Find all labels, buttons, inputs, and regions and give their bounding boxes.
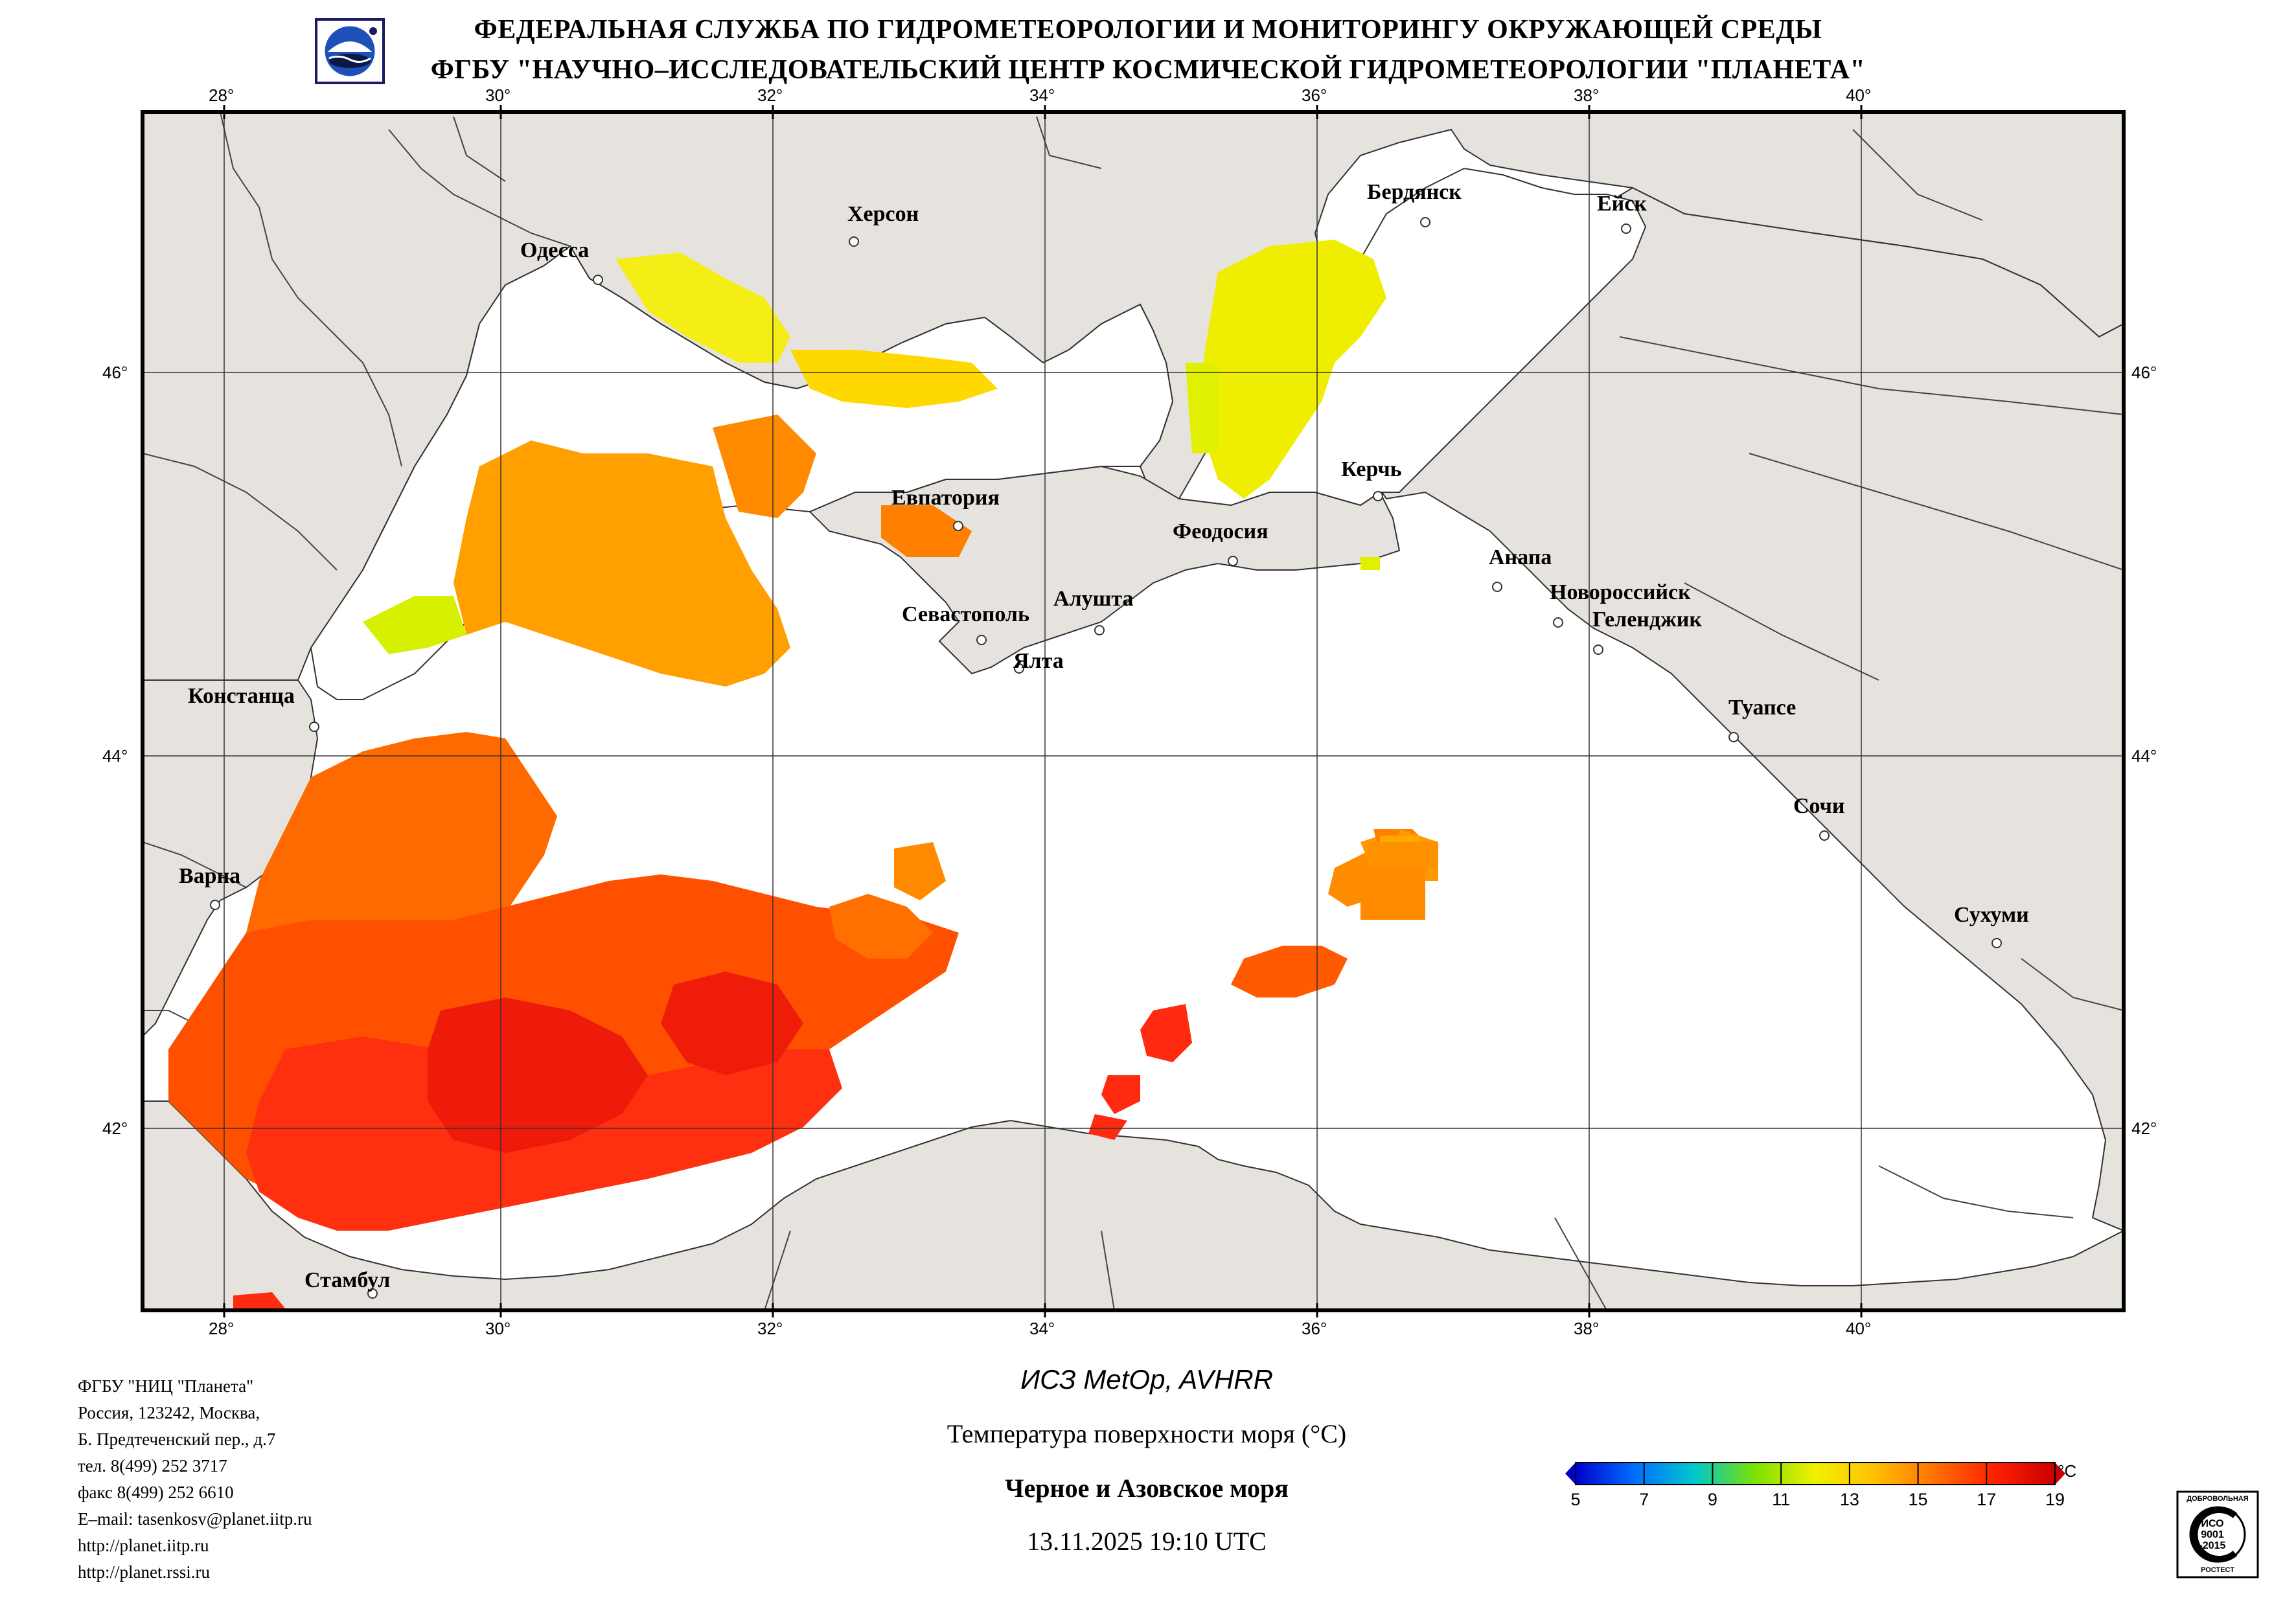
- land-east: [1372, 187, 2124, 1232]
- city-markers: [210, 217, 2002, 1299]
- sst-data: [168, 240, 1438, 1310]
- city-tuapse: Туапсе: [1728, 696, 1797, 720]
- lat-label-left-42: 42°: [102, 1119, 128, 1138]
- lon-label-bottom-28: 28°: [209, 1319, 235, 1338]
- land-crimea: [809, 465, 1401, 675]
- org-phone: тел. 8(499) 252 3717: [78, 1456, 227, 1476]
- org-country: Россия, 123242, Москва,: [78, 1403, 260, 1422]
- colorbar-unit: °C: [2058, 1461, 2077, 1481]
- colorbar-ticks: [1575, 1463, 2056, 1485]
- org-info: ФГБУ "НИЦ "Планета" Россия, 123242, Моск…: [78, 1373, 312, 1586]
- lon-label-top-36: 36°: [1302, 85, 1327, 105]
- iso-badge: ДОБРОВОЛЬНАЯ ИСО 9001 -2015 РОСТЕСТ: [2175, 1490, 2260, 1579]
- city-gelendzhik: Геленджик: [1592, 608, 1702, 632]
- city-sukhumi: Сухуми: [1954, 903, 2029, 927]
- colorbar-tick-label: 11: [1772, 1490, 1791, 1509]
- lon-label-bottom-32: 32°: [757, 1319, 783, 1338]
- lon-label-bottom-38: 38°: [1574, 1319, 1600, 1338]
- city-kerch: Керчь: [1341, 457, 1402, 481]
- lon-label-bottom-30: 30°: [485, 1319, 511, 1338]
- colorbar-tick-label: 15: [1908, 1490, 1928, 1509]
- org-email[interactable]: E–mail: tasenkosv@planet.iitp.ru: [78, 1509, 312, 1529]
- iso-certification-icon: [2176, 1490, 2259, 1579]
- colorbar-low-arrow: [1565, 1463, 1576, 1485]
- city-odessa: Одесса: [520, 238, 590, 262]
- frame-ticks: [223, 105, 1863, 1317]
- org-url-1[interactable]: http://planet.iitp.ru: [78, 1536, 209, 1555]
- badge-mid-3: -2015: [2199, 1540, 2226, 1551]
- colorbar-bar: [1575, 1462, 2056, 1485]
- lat-label-left-44: 44°: [102, 746, 128, 766]
- badge-top-text: ДОБРОВОЛЬНАЯ: [2187, 1495, 2249, 1503]
- planeta-logo-icon: [315, 18, 385, 84]
- colorbar-tick-label: 19: [2045, 1490, 2065, 1509]
- city-yalta: Ялта: [1013, 649, 1064, 673]
- lon-label-top-28: 28°: [209, 85, 235, 105]
- colorbar: [1565, 1462, 2065, 1485]
- badge-mid-text: ИСО 9001 -2015: [2190, 1518, 2235, 1551]
- colorbar-labels: 5 7 9 11 13 15 17 19: [1555, 1490, 2093, 1516]
- city-sochi: Сочи: [1793, 794, 1845, 818]
- city-feodosia: Феодосия: [1173, 519, 1269, 543]
- product-name: Температура поверхности моря (°С): [947, 1419, 1347, 1448]
- colorbar-tick-label: 9: [1707, 1490, 1717, 1509]
- header-line1: ФЕДЕРАЛЬНАЯ СЛУЖБА ПО ГИДРОМЕТЕОРОЛОГИИ …: [474, 15, 1822, 45]
- colorbar-high-arrow: [2055, 1463, 2065, 1485]
- lon-label-top-34: 34°: [1029, 85, 1055, 105]
- lat-label-right-46: 46°: [2131, 363, 2157, 382]
- city-berdyansk: Бердянск: [1367, 180, 1462, 204]
- city-sevastopol: Севастополь: [902, 602, 1029, 626]
- city-alushta: Алушта: [1053, 587, 1134, 611]
- lat-label-left-46: 46°: [102, 363, 128, 382]
- lon-label-top-32: 32°: [757, 85, 783, 105]
- city-varna: Варна: [179, 864, 241, 888]
- lat-label-right-44: 44°: [2131, 746, 2157, 766]
- logo: [315, 18, 385, 84]
- city-istanbul: Стамбул: [304, 1268, 391, 1292]
- org-street: Б. Предтеченский пер., д.7: [78, 1430, 276, 1449]
- header-line2: ФГБУ "НАУЧНО–ИССЛЕДОВАТЕЛЬСКИЙ ЦЕНТР КОС…: [430, 55, 1866, 85]
- lon-label-top-38: 38°: [1574, 85, 1600, 105]
- badge-mid-1: ИСО: [2201, 1518, 2224, 1529]
- colorbar-tick-label: 7: [1639, 1490, 1649, 1509]
- city-anapa: Анапа: [1489, 545, 1552, 569]
- badge-mid-2: 9001: [2201, 1529, 2224, 1540]
- borders: [143, 112, 2124, 1310]
- lon-label-bottom-36: 36°: [1302, 1319, 1327, 1338]
- map-frame: [141, 110, 2126, 1312]
- city-constanta: Констанца: [188, 684, 295, 708]
- lon-label-top-30: 30°: [485, 85, 511, 105]
- colorbar-tick-label: 5: [1570, 1490, 1581, 1509]
- org-url-2[interactable]: http://planet.rssi.ru: [78, 1562, 210, 1582]
- observation-datetime: 13.11.2025 19:10 UTC: [1027, 1527, 1267, 1556]
- satellite-name: ИСЗ MetOp, AVHRR: [1020, 1364, 1273, 1395]
- lon-label-top-40: 40°: [1846, 85, 1872, 105]
- badge-bottom-text: РОСТЕСТ: [2201, 1566, 2234, 1574]
- city-evpatoria: Евпатория: [891, 486, 1000, 510]
- city-novorossiysk: Новороссийск: [1550, 580, 1691, 604]
- lon-label-bottom-40: 40°: [1846, 1319, 1872, 1338]
- colorbar-tick-label: 17: [1977, 1490, 1997, 1509]
- lat-label-right-42: 42°: [2131, 1119, 2157, 1138]
- city-kherson: Херсон: [847, 202, 919, 226]
- city-yeysk: Ейск: [1597, 192, 1647, 216]
- colorbar-tick-label: 13: [1839, 1490, 1859, 1509]
- org-name: ФГБУ "НИЦ "Планета": [78, 1376, 254, 1396]
- region-name: Черное и Азовское моря: [1005, 1474, 1289, 1503]
- land-south: [143, 1100, 2124, 1310]
- org-fax: факс 8(499) 252 6610: [78, 1483, 234, 1502]
- graticule: [143, 112, 2124, 1310]
- lon-label-bottom-34: 34°: [1029, 1319, 1055, 1338]
